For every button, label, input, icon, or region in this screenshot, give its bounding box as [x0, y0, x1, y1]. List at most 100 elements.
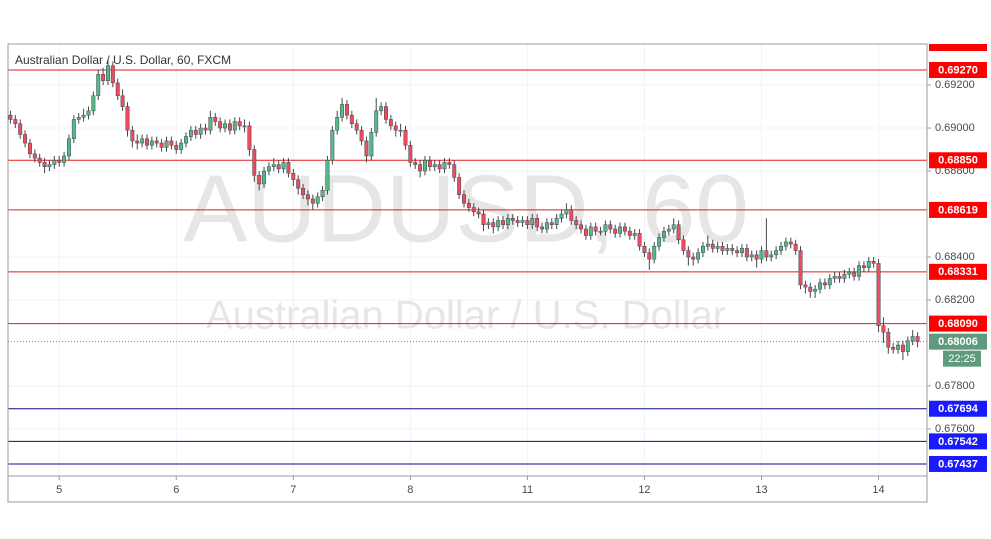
candle-body — [413, 162, 418, 165]
candle-body — [676, 224, 681, 241]
candle-body — [910, 336, 915, 342]
candle-body — [354, 123, 359, 131]
candle-body — [349, 114, 354, 124]
candle-body — [130, 129, 135, 142]
candle-body — [203, 127, 208, 131]
candle-body — [296, 179, 301, 189]
candle-body — [374, 110, 379, 133]
level-label-bg — [929, 152, 987, 169]
candle-body — [213, 117, 218, 122]
candle-body — [301, 187, 306, 195]
candle-body — [642, 245, 647, 253]
candle-body — [344, 104, 349, 116]
candle-body — [583, 228, 588, 236]
level-label-bg — [929, 315, 987, 332]
candle-body — [145, 138, 149, 146]
candle-body — [608, 224, 613, 230]
candle-body — [149, 140, 154, 146]
candle-body — [252, 149, 257, 176]
candle-body — [886, 331, 891, 348]
x-tick-label: 14 — [872, 484, 884, 496]
candle-body — [115, 82, 120, 97]
labels-layer: 0.692000.690000.688000.684000.682000.678… — [56, 62, 987, 496]
candle-body — [740, 248, 744, 253]
candle-body — [42, 162, 47, 167]
last-price-label: 0.68006 — [938, 336, 978, 348]
candle-body — [579, 224, 584, 230]
candle-body — [23, 134, 28, 144]
candle-body — [291, 172, 296, 180]
candle-body — [652, 245, 657, 260]
watermark-symbol: AUDUSD, 60 — [183, 155, 749, 262]
level-label-bg — [929, 62, 987, 79]
x-tick-label: 6 — [173, 484, 179, 496]
candle-body — [486, 222, 491, 226]
y-tick-label: 0.67600 — [935, 423, 975, 435]
candle-body — [379, 106, 384, 112]
candle-body — [208, 117, 213, 131]
candle-body — [247, 125, 252, 150]
candle-body — [871, 261, 876, 264]
candle-body — [666, 228, 671, 232]
candle-body — [81, 114, 86, 118]
level-label: 0.67437 — [938, 458, 978, 470]
candle-body — [588, 226, 593, 236]
candle-body — [525, 220, 530, 226]
candle-body — [423, 160, 427, 172]
candle-body — [715, 245, 720, 249]
level-label: 0.68331 — [938, 266, 978, 278]
candle-body — [227, 123, 232, 131]
candle-body — [647, 252, 652, 260]
candle-body — [481, 213, 486, 226]
candle-body — [57, 160, 62, 163]
candle-body — [501, 220, 505, 226]
candle-body — [520, 220, 525, 223]
candle-body — [86, 110, 91, 116]
candle-body — [613, 228, 618, 234]
candle-body — [657, 237, 662, 247]
candle-body — [242, 125, 247, 128]
chart-title: Australian Dollar / U.S. Dollar, 60, FXC… — [15, 53, 231, 67]
candle-body — [427, 160, 432, 167]
candle-body — [110, 65, 115, 84]
candle-body — [62, 155, 67, 163]
candle-body — [437, 164, 442, 170]
level-label: 0.68850 — [938, 155, 978, 167]
y-tick-label: 0.68200 — [935, 294, 975, 306]
x-tick-label: 5 — [56, 484, 62, 496]
candle-body — [808, 286, 813, 292]
candle-body — [569, 209, 574, 221]
candle-body — [681, 239, 686, 251]
candle-body — [603, 224, 608, 232]
level-label: 0.68619 — [938, 204, 978, 216]
level-label: 0.67694 — [938, 403, 979, 415]
candle-body — [622, 226, 627, 232]
candle-body — [466, 203, 471, 208]
candle-body — [842, 273, 847, 279]
candle-body — [559, 213, 564, 219]
candle-body — [774, 250, 779, 256]
candle-body — [125, 106, 130, 131]
candle-body — [598, 230, 603, 233]
candle-body — [896, 344, 901, 350]
candle-body — [120, 95, 125, 107]
candle-body — [744, 248, 749, 258]
candle-body — [174, 144, 179, 150]
level-label-bg — [929, 263, 987, 280]
candle-body — [915, 336, 920, 342]
candle-body — [320, 190, 325, 198]
x-tick-label: 11 — [522, 484, 533, 496]
candle-body — [710, 243, 715, 249]
candle-body — [662, 230, 666, 238]
candle-body — [735, 250, 740, 253]
candle-body — [818, 282, 822, 290]
level-label: 0.69270 — [938, 64, 978, 76]
candle-body — [822, 282, 827, 286]
candle-body — [159, 142, 164, 148]
candle-body — [13, 119, 18, 124]
candle-body — [496, 220, 501, 228]
candle-body — [866, 261, 871, 268]
candle-body — [154, 140, 159, 144]
candle-body — [164, 140, 169, 148]
candle-body — [759, 250, 764, 260]
